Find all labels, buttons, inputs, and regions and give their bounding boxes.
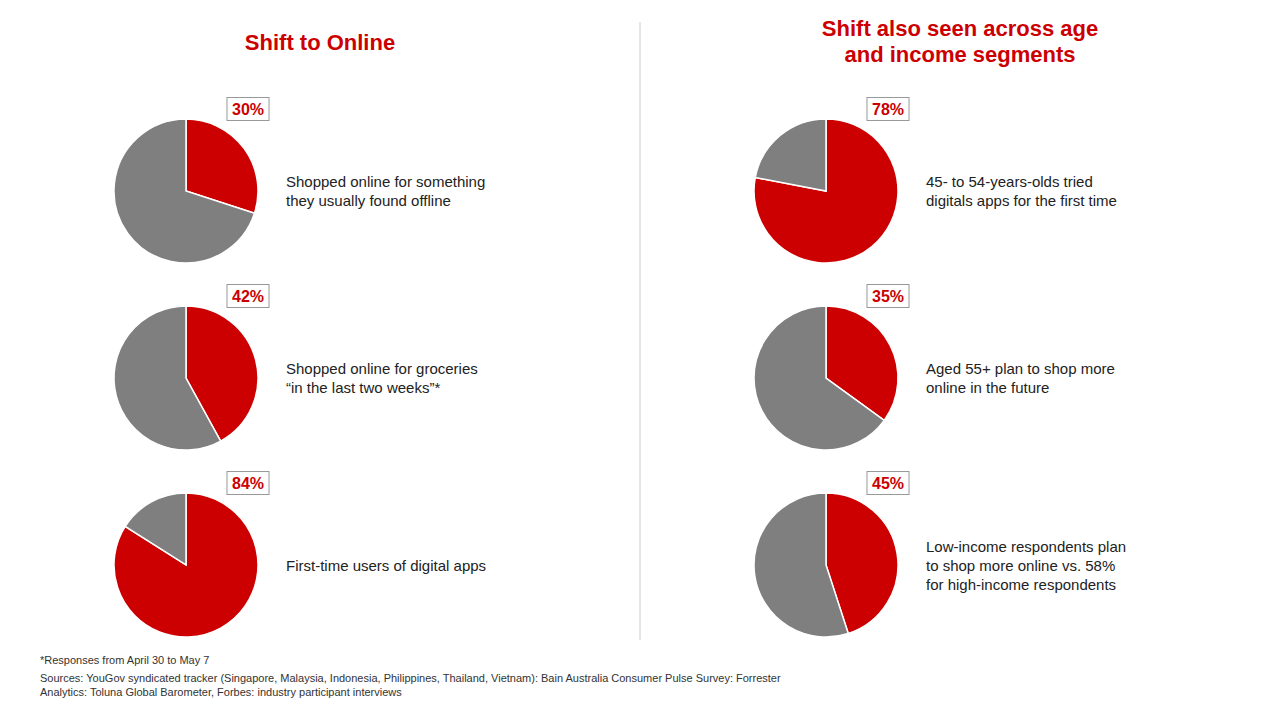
pie-description: 45- to 54-years-olds tried xyxy=(926,173,1093,190)
value-label-box xyxy=(227,472,269,495)
pie-slice xyxy=(114,119,254,263)
value-label: 45% xyxy=(872,475,904,492)
pie xyxy=(754,493,898,637)
value-label-box xyxy=(867,472,909,495)
pie-slice xyxy=(754,119,898,263)
title-line: and income segments xyxy=(844,42,1075,67)
pie-description: online in the future xyxy=(926,379,1049,396)
pie-description: First-time users of digital apps xyxy=(286,557,486,574)
pie-slice xyxy=(755,119,826,191)
column-title: Shift also seen across ageand income seg… xyxy=(822,16,1098,67)
divider xyxy=(640,22,641,640)
pie-slice xyxy=(125,493,186,565)
pie-description: digitals apps for the first time xyxy=(926,192,1117,209)
page: Shift to Online 30% Shopped online for som… xyxy=(0,0,1280,720)
footnote-line: *Responses from April 30 to May 7 xyxy=(40,654,209,666)
value-label-group: 35% xyxy=(867,285,909,308)
pie-description: Aged 55+ plan to shop more xyxy=(926,360,1115,377)
pie-slice xyxy=(754,306,884,450)
pie-description: “in the last two weeks”* xyxy=(286,379,440,396)
pie-slice xyxy=(114,306,221,450)
pie-slice xyxy=(114,493,258,637)
value-label-box xyxy=(867,98,909,121)
value-label: 78% xyxy=(872,101,904,118)
pie-description: Low-income respondents plan xyxy=(926,538,1126,555)
pie xyxy=(114,493,258,637)
pie xyxy=(114,306,258,450)
footnote: *Responses from April 30 to May 7 xyxy=(40,654,209,666)
value-label-box xyxy=(227,98,269,121)
value-label: 35% xyxy=(872,288,904,305)
pie xyxy=(114,119,258,263)
pie-description: for high-income respondents xyxy=(926,576,1116,593)
value-label-group: 84% xyxy=(227,472,269,495)
value-label-group: 45% xyxy=(867,472,909,495)
pie xyxy=(754,306,898,450)
title-line: Shift also seen across age xyxy=(822,16,1098,41)
value-label-group: 78% xyxy=(867,98,909,121)
pie-description: to shop more online vs. 58% xyxy=(926,557,1115,574)
value-label-group: 30% xyxy=(227,98,269,121)
value-label: 30% xyxy=(232,101,264,118)
pie-description: they usually found offline xyxy=(286,192,451,209)
value-label-group: 42% xyxy=(227,285,269,308)
pie-description: Shopped online for groceries xyxy=(286,360,478,377)
pie-slice xyxy=(754,493,848,637)
value-label-box xyxy=(867,285,909,308)
pie-description: Shopped online for something xyxy=(286,173,485,190)
value-label: 42% xyxy=(232,288,264,305)
footnote-line: Sources: YouGov syndicated tracker (Sing… xyxy=(40,672,781,684)
column-title: Shift to Online xyxy=(245,30,395,55)
pie xyxy=(754,119,898,263)
value-label-box xyxy=(227,285,269,308)
footnote: Sources: YouGov syndicated tracker (Sing… xyxy=(40,672,781,698)
footnote-line: Analytics: Toluna Global Barometer, Forb… xyxy=(40,686,402,698)
title-line: Shift to Online xyxy=(245,30,395,55)
value-label: 84% xyxy=(232,475,264,492)
